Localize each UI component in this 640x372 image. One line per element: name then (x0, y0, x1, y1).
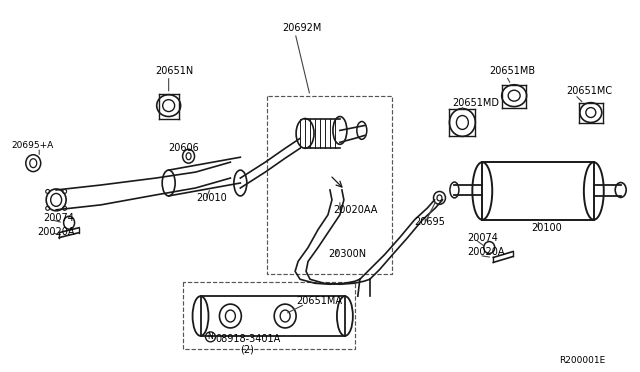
Text: 20651MD: 20651MD (452, 97, 499, 108)
Text: 20651MB: 20651MB (489, 66, 536, 76)
Bar (483, 162, 594, 220)
Text: 20010: 20010 (196, 193, 227, 203)
Text: 20300N: 20300N (328, 250, 366, 260)
Text: 20020AA: 20020AA (333, 205, 378, 215)
Text: 20651MA: 20651MA (296, 296, 342, 306)
Text: R200001E: R200001E (559, 356, 605, 365)
Text: 20020A: 20020A (467, 247, 505, 257)
Text: 20074: 20074 (44, 213, 74, 223)
Text: (2): (2) (241, 345, 254, 355)
Text: 20074: 20074 (467, 232, 498, 243)
Text: 20692M: 20692M (282, 23, 321, 33)
Text: 20020A: 20020A (37, 227, 75, 237)
Text: 20100: 20100 (531, 223, 562, 233)
Text: 20695+A: 20695+A (12, 141, 54, 150)
Text: 20606: 20606 (169, 143, 200, 153)
Text: 20695: 20695 (415, 217, 445, 227)
Bar (200, 296, 345, 336)
Text: 08918-3401A: 08918-3401A (216, 334, 281, 344)
Text: 20651MC: 20651MC (566, 86, 612, 96)
Text: 20651N: 20651N (156, 66, 194, 76)
Text: N: N (207, 332, 213, 341)
